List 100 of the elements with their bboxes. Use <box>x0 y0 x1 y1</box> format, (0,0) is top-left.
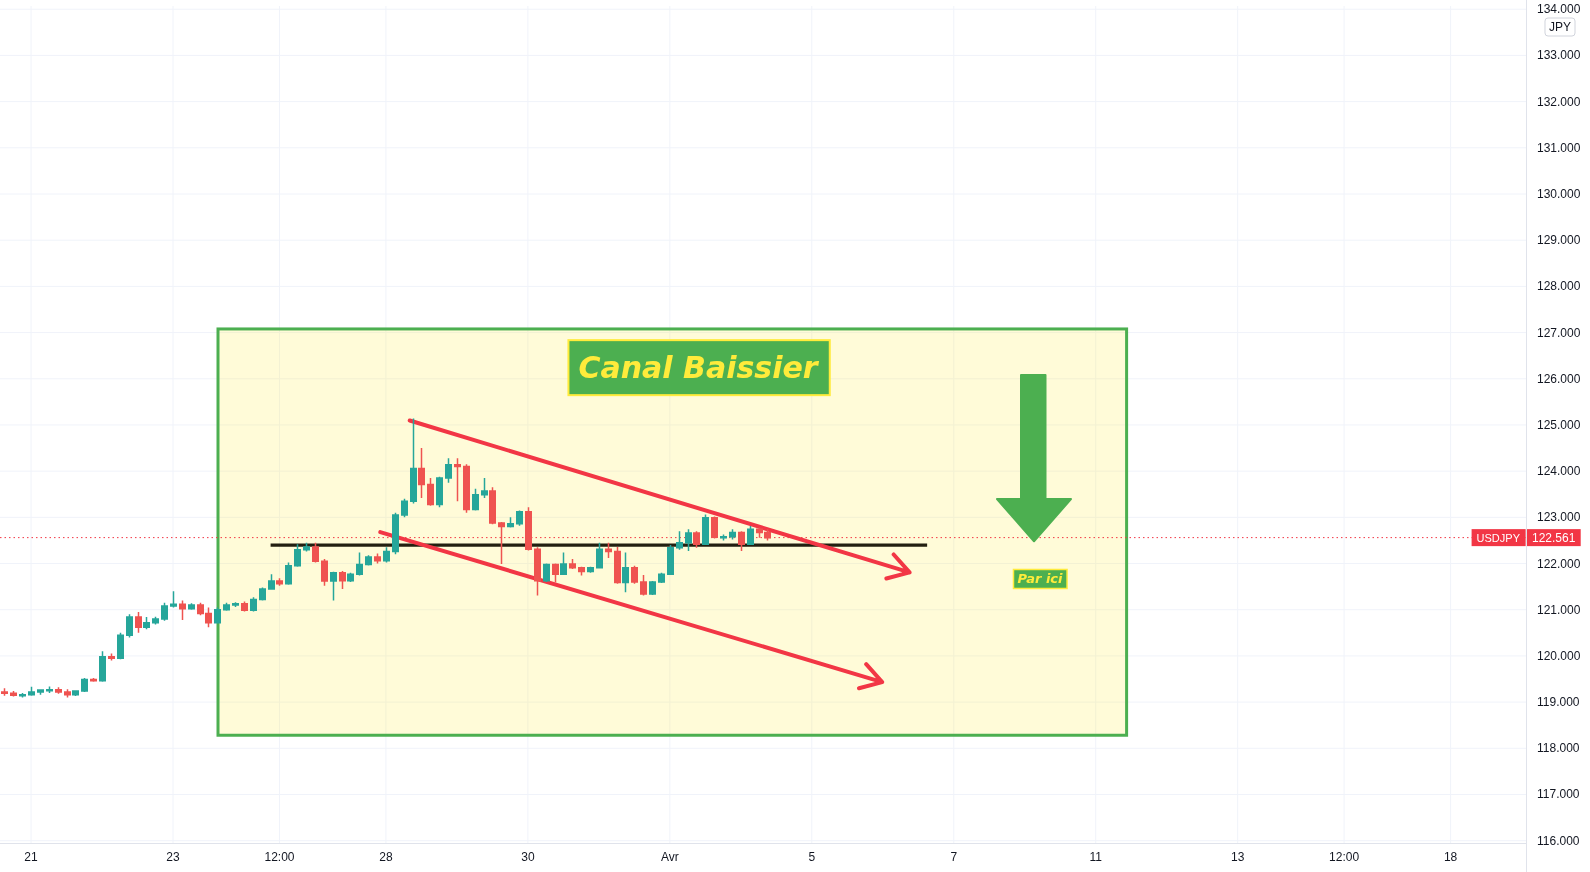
candlestick <box>126 613 133 639</box>
text: 122.561 <box>1532 530 1576 545</box>
candlestick <box>507 516 514 529</box>
x-tick-label: 28 <box>379 850 393 864</box>
x-tick-label: 30 <box>521 850 535 864</box>
x-tick-label: 11 <box>1089 850 1103 864</box>
candlestick <box>285 561 292 586</box>
x-tick-label: 12:00 <box>1329 850 1360 864</box>
candlestick <box>241 600 248 613</box>
candlestick <box>374 552 381 565</box>
candlestick <box>179 599 186 621</box>
candlestick <box>560 551 567 576</box>
candlestick <box>649 580 656 596</box>
y-tick-label: 117.000 <box>1537 787 1580 802</box>
y-tick-label: 118.000 <box>1537 741 1580 756</box>
candlestick <box>489 486 496 526</box>
candlestick <box>303 542 310 553</box>
candlestick <box>268 573 275 591</box>
candlestick <box>525 506 532 552</box>
candlestick <box>481 477 488 499</box>
candlestick <box>46 685 53 694</box>
candlestick <box>365 554 372 567</box>
candlestick <box>676 530 683 551</box>
candlestick <box>631 565 638 585</box>
candlestick <box>99 650 106 683</box>
candlestick <box>152 615 159 626</box>
x-tick-label: 7 <box>950 850 958 864</box>
candlestick <box>587 566 594 574</box>
x-tick-label: 21 <box>24 850 39 864</box>
candlestick <box>667 544 674 576</box>
y-tick-label: 125.000 <box>1537 417 1581 432</box>
y-tick-label: 126.000 <box>1537 371 1581 386</box>
candlestick <box>729 528 736 541</box>
candlestick <box>685 528 692 552</box>
candlestick <box>259 586 266 602</box>
candlestick <box>223 602 230 612</box>
candlestick <box>436 475 443 508</box>
y-tick-label: 131.000 <box>1537 140 1581 155</box>
candlestick <box>312 542 319 564</box>
y-tick-label: 122.000 <box>1537 556 1581 571</box>
candlestick <box>250 596 257 613</box>
candlestick <box>427 477 434 507</box>
y-tick-label: 121.000 <box>1537 602 1581 617</box>
ref-line-label: USDJPY <box>1476 531 1521 544</box>
candlestick <box>702 513 709 546</box>
candlestick <box>330 571 337 602</box>
candlestick <box>55 686 62 695</box>
candlestick <box>596 542 603 569</box>
candlestick <box>445 457 452 484</box>
candlestick <box>747 525 754 546</box>
candlestick <box>188 602 195 611</box>
candlestick <box>410 417 417 505</box>
candlestick <box>72 689 79 697</box>
candlestick <box>294 543 301 568</box>
candlestick <box>214 606 221 625</box>
candlestick <box>321 558 328 587</box>
y-tick-label: 133.000 <box>1537 48 1581 63</box>
candlestick <box>711 515 718 540</box>
candlestick <box>693 530 700 549</box>
candlestick <box>108 652 115 662</box>
candlestick <box>161 602 168 622</box>
x-tick-label: 18 <box>1443 850 1458 864</box>
candlestick <box>640 574 647 597</box>
candlestick <box>392 511 399 556</box>
candlestick <box>720 533 727 542</box>
candlestick <box>339 570 346 590</box>
candlestick <box>347 572 354 583</box>
candlestick <box>614 546 621 585</box>
x-tick-label: 23 <box>166 850 180 864</box>
y-tick-label: 127.000 <box>1537 325 1581 340</box>
y-tick-label: 119.000 <box>1537 695 1580 710</box>
candlestick <box>454 457 461 502</box>
y-tick-label: 124.000 <box>1537 464 1581 479</box>
y-tick-label: 116.000 <box>1537 833 1580 848</box>
x-tick-label: 5 <box>808 850 816 864</box>
candlestick <box>534 546 541 597</box>
candlestick <box>552 562 559 584</box>
candlestick <box>578 566 585 577</box>
candlestick <box>276 577 283 587</box>
candlestick <box>383 546 390 564</box>
candlestick <box>658 572 665 584</box>
candlestick <box>1 687 8 697</box>
candlestick <box>81 677 88 693</box>
x-tick-label: 13 <box>1230 850 1245 864</box>
candlestick <box>516 509 523 527</box>
candlestick <box>135 611 142 634</box>
candlestick <box>64 688 71 699</box>
candlestick <box>498 521 505 565</box>
candlestick <box>463 463 470 514</box>
candlestick <box>472 487 479 512</box>
annotation: Par ici <box>1017 571 1064 587</box>
candlestick <box>143 616 150 630</box>
candlestick <box>90 677 97 683</box>
candlestick <box>356 551 363 577</box>
x-tick-label: 12:00 <box>264 850 295 864</box>
candlestick <box>401 498 408 519</box>
candlestick <box>10 690 17 698</box>
text: Canal Baissier <box>578 350 820 386</box>
candlestick <box>418 447 425 499</box>
candlestick <box>622 551 629 593</box>
